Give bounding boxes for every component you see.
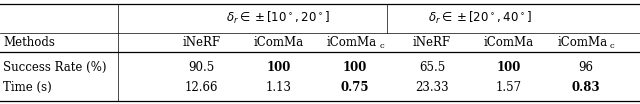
Text: 90.5: 90.5: [188, 61, 215, 74]
Text: 1.13: 1.13: [266, 81, 291, 94]
Text: Success Rate (%): Success Rate (%): [3, 61, 107, 74]
Text: 0.83: 0.83: [572, 81, 600, 94]
Text: iComMa: iComMa: [253, 36, 303, 49]
Text: 96: 96: [578, 61, 593, 74]
Text: $\delta_r \in \pm[10^\circ, 20^\circ]$: $\delta_r \in \pm[10^\circ, 20^\circ]$: [227, 10, 330, 26]
Text: 0.75: 0.75: [341, 81, 369, 94]
Text: 23.33: 23.33: [415, 81, 449, 94]
Text: Methods: Methods: [3, 36, 55, 49]
Text: c: c: [610, 42, 615, 50]
Text: 1.57: 1.57: [496, 81, 522, 94]
Text: 100: 100: [343, 61, 367, 74]
Text: iComMa: iComMa: [327, 36, 377, 49]
Text: 100: 100: [497, 61, 521, 74]
Text: iNeRF: iNeRF: [182, 36, 221, 49]
Text: c: c: [380, 42, 385, 50]
Text: iNeRF: iNeRF: [413, 36, 451, 49]
Text: iComMa: iComMa: [484, 36, 534, 49]
Text: 12.66: 12.66: [185, 81, 218, 94]
Text: iComMa: iComMa: [557, 36, 607, 49]
Text: Time (s): Time (s): [3, 81, 52, 94]
Text: 65.5: 65.5: [419, 61, 445, 74]
Text: 100: 100: [266, 61, 291, 74]
Text: $\delta_r \in \pm[20^\circ, 40^\circ]$: $\delta_r \in \pm[20^\circ, 40^\circ]$: [428, 10, 532, 26]
